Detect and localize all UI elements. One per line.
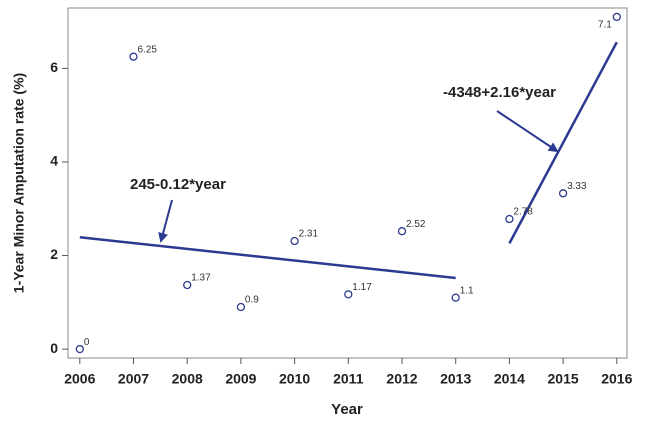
point [183, 280, 192, 290]
point [344, 290, 353, 299]
point [451, 293, 460, 302]
point [129, 52, 138, 61]
x-tick-label: 2008 [172, 371, 203, 387]
y-axis-label: 1-Year Minor Amputation rate (%) [11, 73, 27, 293]
arrow [158, 199, 173, 243]
x-tick-label: 2010 [279, 371, 310, 387]
x-tick-label: 2006 [64, 371, 95, 387]
y-tick-label: 2 [50, 246, 58, 262]
point-label: 1.1 [460, 285, 474, 296]
fit-line [79, 236, 456, 280]
fit-line [508, 41, 618, 244]
y-tick-label: 4 [50, 153, 58, 169]
point-label: 1.37 [191, 273, 211, 284]
point-label: 7.1 [598, 20, 612, 31]
point-label: 2.78 [513, 207, 533, 218]
point-label: 3.33 [567, 181, 587, 192]
x-tick-label: 2014 [494, 371, 525, 387]
arrow [496, 110, 559, 153]
fit-label: -4348+2.16*year [443, 84, 556, 101]
plot-frame [67, 7, 628, 359]
x-axis-label: Year [331, 401, 363, 418]
point [75, 344, 84, 354]
point-label: 6.25 [138, 44, 158, 55]
point-label: 0.9 [245, 295, 259, 306]
point [612, 12, 621, 22]
point [397, 227, 407, 236]
point-label: 0 [84, 337, 90, 348]
y-tick-label: 0 [50, 340, 58, 356]
x-tick-label: 2015 [548, 371, 579, 387]
x-tick-label: 2013 [440, 371, 471, 387]
x-tick-label: 2009 [225, 371, 256, 387]
x-tick-label: 2011 [333, 371, 364, 387]
point [558, 189, 568, 198]
point [505, 214, 514, 224]
fit-label: 245-0.12*year [130, 176, 226, 193]
point-label: 2.52 [406, 219, 426, 230]
point [236, 302, 246, 312]
point [290, 236, 299, 246]
x-tick-label: 2012 [386, 371, 417, 387]
x-tick-label: 2007 [118, 371, 149, 387]
x-tick-label: 2016 [601, 371, 632, 387]
point-label: 1.17 [352, 282, 372, 293]
point-label: 2.31 [299, 229, 319, 240]
y-tick-label: 6 [50, 59, 58, 75]
